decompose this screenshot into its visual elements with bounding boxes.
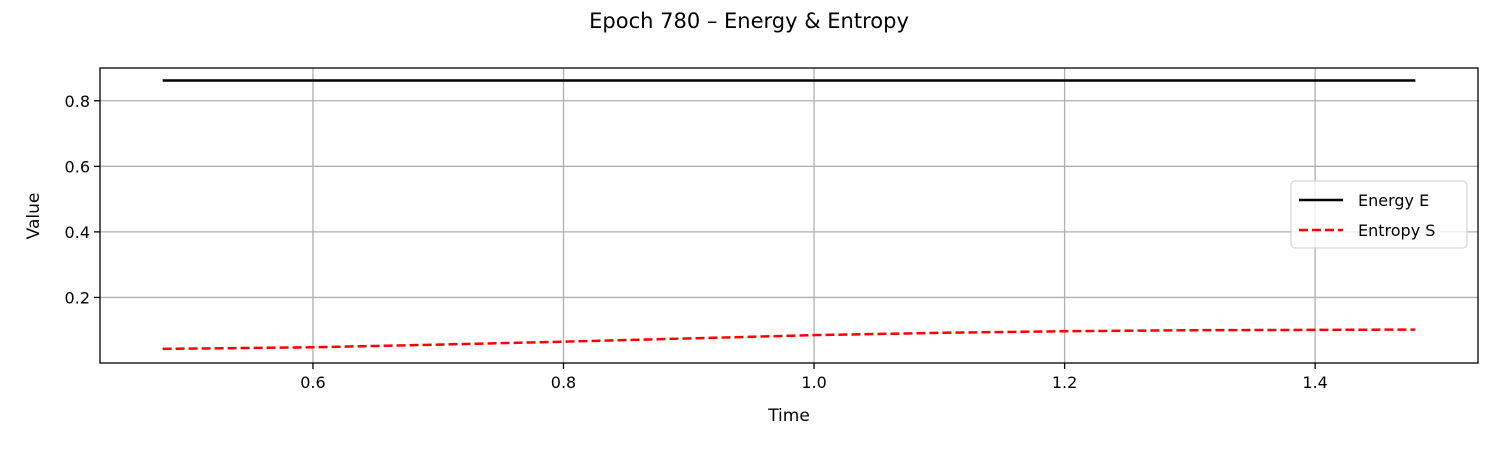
plot-frame — [99, 67, 1479, 364]
legend-label-energy: Energy E — [1358, 191, 1429, 210]
x-tick-label: 0.8 — [551, 373, 576, 392]
x-axis-label: Time — [767, 406, 810, 426]
series-layer — [162, 79, 1416, 351]
y-tick-label: 0.4 — [65, 223, 90, 242]
grid — [100, 68, 1478, 363]
legend: Energy E Entropy S — [1290, 180, 1468, 249]
x-tick-label: 1.2 — [1052, 373, 1077, 392]
legend-box — [1290, 180, 1468, 249]
y-tick-label: 0.6 — [65, 157, 90, 176]
ticks: 0.6 0.8 1.0 1.2 1.4 0.2 0.4 0.6 0.8 — [65, 92, 1328, 392]
legend-label-entropy: Entropy S — [1358, 221, 1435, 240]
x-tick-label: 0.6 — [300, 373, 325, 392]
y-axis-label: Value — [24, 193, 44, 240]
x-tick-label: 1.4 — [1302, 373, 1327, 392]
y-tick-label: 0.8 — [65, 92, 90, 111]
x-tick-label: 1.0 — [801, 373, 826, 392]
y-tick-label: 0.2 — [65, 288, 90, 307]
series-line-entropy — [162, 328, 1416, 351]
chart-title: Epoch 780 – Energy & Entropy — [589, 9, 909, 33]
